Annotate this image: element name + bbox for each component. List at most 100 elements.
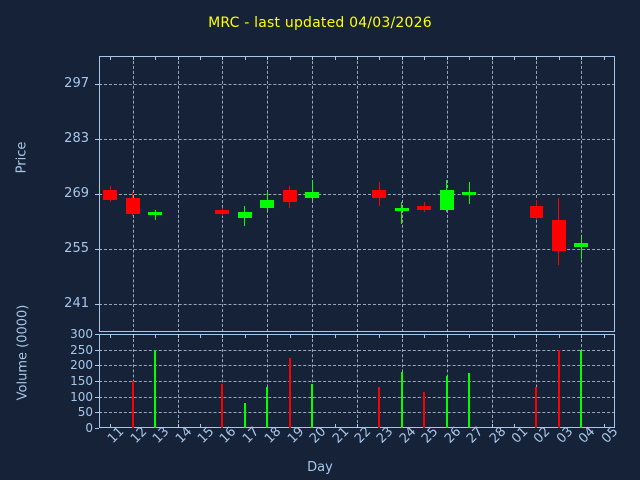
x-axis-tick: [199, 56, 201, 60]
price-axis-tick: [95, 194, 99, 195]
candle-body: [394, 207, 409, 211]
price-axis-tick: [95, 304, 99, 306]
price-axis-label: 241: [64, 296, 89, 312]
candle-body: [529, 205, 544, 218]
volume-x-axis-tick: [199, 334, 201, 338]
volume-axis-label: 250: [70, 342, 93, 357]
volume-bar: [400, 371, 403, 428]
candle-wick: [580, 237, 582, 260]
volume-x-axis-tick: [424, 334, 426, 338]
volume-gridline: [99, 412, 615, 414]
volume-x-axis-tick: [110, 424, 112, 428]
volume-bar: [288, 357, 291, 428]
volume-bar: [580, 349, 583, 428]
volume-axis-label: 200: [70, 358, 93, 373]
price-vertical-gridline: [132, 56, 134, 332]
price-axis-tick: [95, 83, 99, 85]
volume-gridline: [99, 396, 615, 398]
price-vertical-gridline: [401, 56, 403, 332]
price-axis-label: 255: [64, 241, 89, 257]
price-vertical-gridline: [267, 56, 269, 332]
volume-axis-tick: [95, 334, 99, 335]
price-axis-label: 297: [64, 75, 89, 91]
candle-body: [148, 211, 163, 215]
price-vertical-gridline: [222, 56, 224, 332]
volume-axis-tick: [95, 428, 99, 429]
x-axis-tick: [155, 56, 157, 60]
volume-bar: [378, 387, 381, 428]
volume-x-axis-tick: [379, 334, 381, 338]
chart-title: MRC - last updated 04/03/2026: [208, 15, 432, 31]
volume-bar: [423, 391, 426, 428]
candle-body: [125, 197, 140, 214]
candle-body: [237, 211, 252, 218]
candle-wick: [311, 180, 313, 200]
candle-body: [215, 209, 230, 214]
volume-bar: [535, 387, 538, 428]
volume-axis-tick: [95, 381, 99, 382]
volume-x-axis-tick: [199, 424, 201, 428]
x-axis-tick: [244, 56, 246, 60]
volume-x-axis-tick: [603, 424, 605, 428]
candle-wick: [401, 201, 403, 224]
volume-x-axis-tick: [469, 334, 471, 338]
volume-x-axis-tick: [514, 424, 516, 428]
x-axis-tick: [110, 56, 112, 60]
price-vertical-gridline: [177, 56, 179, 332]
volume-x-axis-tick: [110, 334, 112, 338]
price-vertical-gridline: [357, 56, 358, 332]
volume-axis-tick: [95, 396, 99, 398]
volume-axis-tick: [95, 365, 99, 367]
x-axis-tick: [603, 56, 605, 60]
volume-x-axis-tick: [289, 334, 291, 338]
price-vertical-gridline: [581, 56, 583, 332]
volume-bar: [557, 349, 560, 428]
volume-axis-label: 300: [70, 327, 93, 341]
volume-bar: [311, 384, 314, 428]
candle-body: [305, 192, 320, 198]
price-axis-title: Price: [14, 141, 30, 174]
volume-bar: [266, 387, 269, 428]
volume-x-axis-tick: [558, 334, 560, 338]
price-axis-tick: [95, 249, 99, 251]
volume-bar: [243, 402, 246, 428]
volume-x-axis-tick: [244, 334, 246, 338]
volume-axis-tick: [95, 412, 99, 414]
volume-axis-label: 0: [85, 421, 93, 435]
candle-body: [103, 190, 118, 200]
price-vertical-gridline: [491, 56, 493, 332]
price-axis-label: 283: [64, 130, 89, 146]
volume-x-axis-tick: [514, 334, 516, 338]
volume-x-axis-tick: [155, 334, 157, 338]
candle-body: [372, 190, 387, 198]
x-axis-tick: [334, 56, 336, 60]
price-axis-label: 269: [64, 186, 89, 201]
candle-body: [260, 199, 275, 208]
volume-gridline: [99, 381, 615, 382]
candle-body: [417, 205, 432, 210]
price-axis-tick: [95, 138, 99, 140]
volume-x-axis-tick: [603, 334, 605, 338]
volume-gridline: [99, 365, 615, 367]
candle-body: [439, 190, 454, 210]
candle-body: [462, 192, 477, 196]
volume-bar: [131, 381, 134, 428]
volume-bar: [154, 349, 157, 428]
volume-axis-label: 150: [70, 374, 93, 388]
x-axis-tick: [424, 56, 426, 60]
volume-gridline: [99, 349, 615, 351]
x-axis-tick: [289, 56, 291, 60]
volume-axis-title: Volume (0000): [15, 304, 31, 401]
volume-bar: [468, 373, 471, 428]
volume-x-axis-tick: [334, 334, 336, 338]
volume-bar: [445, 376, 448, 428]
volume-axis-label: 50: [77, 405, 93, 420]
x-axis-tick: [469, 56, 471, 60]
volume-axis-tick: [95, 349, 99, 351]
candle-body: [551, 219, 566, 252]
x-axis-tick: [558, 56, 560, 60]
candle-body: [282, 190, 297, 202]
volume-x-axis-tick: [334, 424, 336, 428]
x-axis-tick: [379, 56, 381, 60]
